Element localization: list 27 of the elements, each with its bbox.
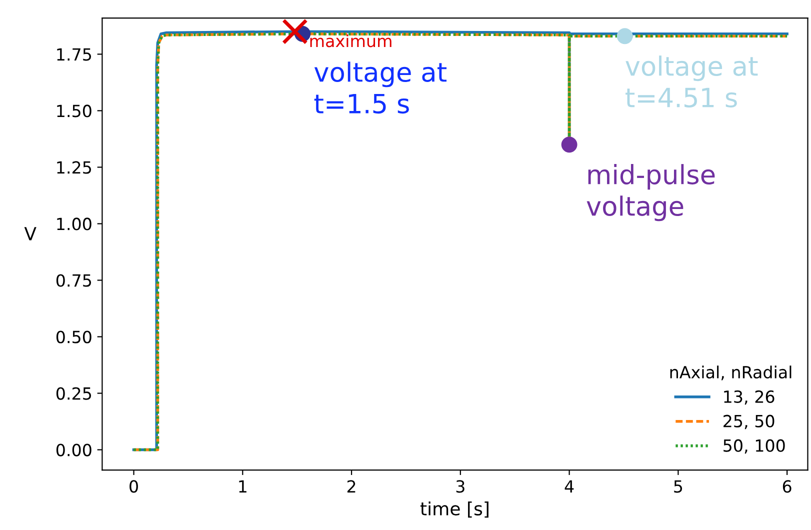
y-axis-title: V	[24, 227, 36, 240]
x-tick-label: 2	[347, 480, 356, 492]
annotation: voltage at t=1.5 s	[314, 62, 447, 114]
annotation: maximum	[310, 34, 392, 48]
annotation: mid-pulse voltage	[586, 164, 715, 222]
y-tick-label: 1.00	[57, 218, 92, 230]
point	[616, 28, 633, 44]
x-tick-label: 5	[674, 480, 682, 493]
y-tick-label: 0.00	[56, 444, 92, 456]
x-axis-title: time [s]	[420, 502, 488, 518]
annotation: voltage at t=4.51 s	[626, 56, 758, 108]
y-tick-label: 1.50	[57, 104, 92, 118]
legend-label: 13, 26	[724, 390, 774, 405]
legend-title: nAxial, nRadial	[670, 366, 792, 380]
y-tick-label: 1.75	[57, 48, 92, 61]
legend-label: 25, 50	[724, 414, 774, 430]
y-tick-label: 0.75	[56, 274, 92, 287]
y-tick-label: 1.25	[57, 161, 92, 174]
y-tick-label: 0.50	[56, 330, 92, 344]
x-tick-label: 4	[564, 480, 574, 492]
x-tick-label: 6	[782, 480, 792, 493]
x-tick-label: 1	[239, 480, 246, 492]
point	[561, 136, 578, 153]
legend-label: 50, 100	[724, 439, 785, 454]
y-tick-label: 0.25	[56, 387, 92, 400]
x-tick-label: 0	[130, 480, 138, 493]
x-tick-label: 3	[456, 480, 464, 493]
